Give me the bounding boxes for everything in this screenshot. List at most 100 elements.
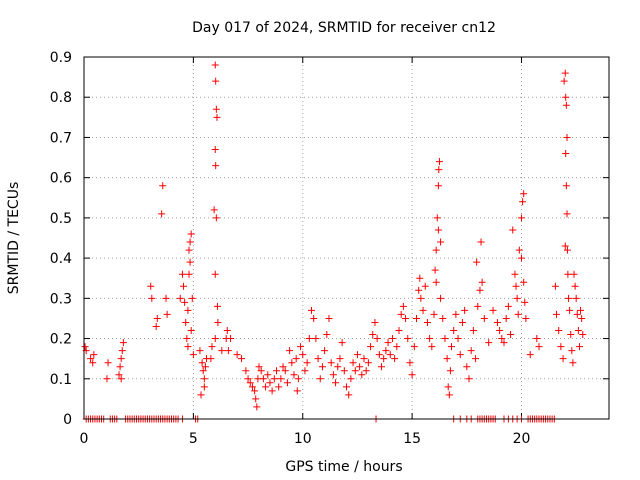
data-point (257, 367, 265, 375)
data-point (362, 367, 370, 375)
data-point (187, 327, 195, 335)
data-point (162, 294, 170, 302)
data-point (369, 331, 377, 339)
data-point (404, 335, 412, 343)
data-point (279, 363, 287, 371)
data-point (119, 339, 127, 347)
data-point (577, 306, 585, 314)
data-point (507, 331, 515, 339)
data-point (562, 101, 570, 109)
data-point (264, 371, 272, 379)
data-point (417, 294, 425, 302)
y-tick-label: 0.3 (50, 291, 72, 307)
data-point (469, 327, 477, 335)
data-point (430, 310, 438, 318)
data-point (201, 363, 209, 371)
data-point (213, 113, 221, 121)
data-point (463, 363, 471, 371)
data-point (176, 294, 184, 302)
data-point (288, 359, 296, 367)
data-point (211, 146, 219, 154)
data-point (562, 93, 570, 101)
data-point (212, 105, 220, 113)
data-point (478, 278, 486, 286)
data-point (153, 314, 161, 322)
data-point (200, 383, 208, 391)
data-point (189, 351, 197, 359)
data-point (578, 314, 586, 322)
data-point (343, 383, 350, 391)
data-point (182, 318, 190, 326)
data-point (561, 69, 569, 77)
data-point (281, 367, 289, 375)
data-point (533, 335, 541, 343)
data-point (186, 258, 194, 266)
data-point (159, 182, 167, 190)
data-point (520, 190, 528, 198)
data-point (477, 238, 485, 246)
data-point (367, 343, 375, 351)
data-point (308, 306, 315, 314)
data-point (158, 210, 166, 218)
data-point (246, 379, 254, 387)
data-point (502, 314, 510, 322)
data-point (521, 298, 529, 306)
data-point (384, 339, 392, 347)
data-point (433, 214, 441, 222)
data-point (115, 371, 123, 379)
data-point (233, 351, 241, 359)
data-point (187, 230, 195, 238)
data-point (413, 314, 420, 322)
data-point (465, 375, 473, 383)
data-point (242, 367, 250, 375)
data-point (551, 282, 559, 290)
data-point (458, 318, 466, 326)
data-point (199, 367, 207, 375)
data-point (360, 355, 368, 363)
data-point (314, 355, 322, 363)
data-point (397, 310, 405, 318)
data-point (504, 302, 512, 310)
data-point (579, 331, 587, 339)
data-point (89, 359, 97, 367)
data-point (148, 294, 156, 302)
data-point (208, 343, 216, 351)
data-point (568, 347, 576, 355)
data-point (329, 371, 337, 379)
data-point (399, 302, 407, 310)
data-point (431, 266, 439, 274)
data-point (564, 270, 572, 278)
data-point (562, 150, 570, 158)
data-point (439, 314, 447, 322)
data-point (286, 347, 294, 355)
data-point (196, 347, 204, 355)
data-point (444, 383, 452, 391)
data-point (445, 391, 453, 399)
data-point (535, 343, 543, 351)
data-point (356, 363, 364, 371)
data-points (81, 61, 587, 423)
data-point (408, 371, 416, 379)
x-tick-label: 20 (513, 431, 531, 447)
data-point (87, 355, 95, 363)
data-point (283, 379, 291, 387)
x-tick-label: 5 (189, 431, 198, 447)
data-point (147, 282, 155, 290)
data-point (81, 343, 89, 351)
x-axis-label: GPS time / hours (285, 459, 402, 475)
data-point (448, 343, 455, 351)
data-point (200, 375, 208, 383)
data-point (185, 270, 193, 278)
data-point (450, 327, 458, 335)
data-point (184, 343, 192, 351)
data-point (299, 351, 307, 359)
data-point (212, 162, 220, 170)
data-point (573, 310, 581, 318)
data-point (310, 314, 318, 322)
data-point (555, 327, 563, 335)
data-point (244, 375, 252, 383)
data-point (452, 310, 460, 318)
data-point (386, 351, 394, 359)
data-point (211, 61, 219, 69)
